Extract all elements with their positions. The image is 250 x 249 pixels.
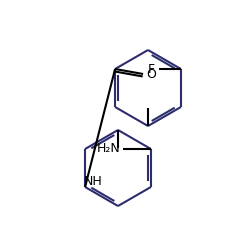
- Text: F: F: [147, 62, 154, 75]
- Text: H₂N: H₂N: [97, 142, 121, 155]
- Text: O: O: [146, 67, 156, 80]
- Text: NH: NH: [84, 175, 102, 187]
